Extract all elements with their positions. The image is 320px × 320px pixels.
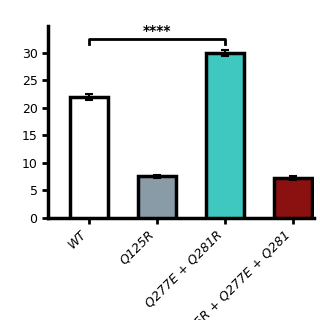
- Bar: [206, 53, 244, 218]
- Text: ****: ****: [143, 24, 171, 38]
- Bar: [138, 176, 176, 218]
- Bar: [70, 97, 108, 218]
- Bar: [275, 178, 312, 218]
